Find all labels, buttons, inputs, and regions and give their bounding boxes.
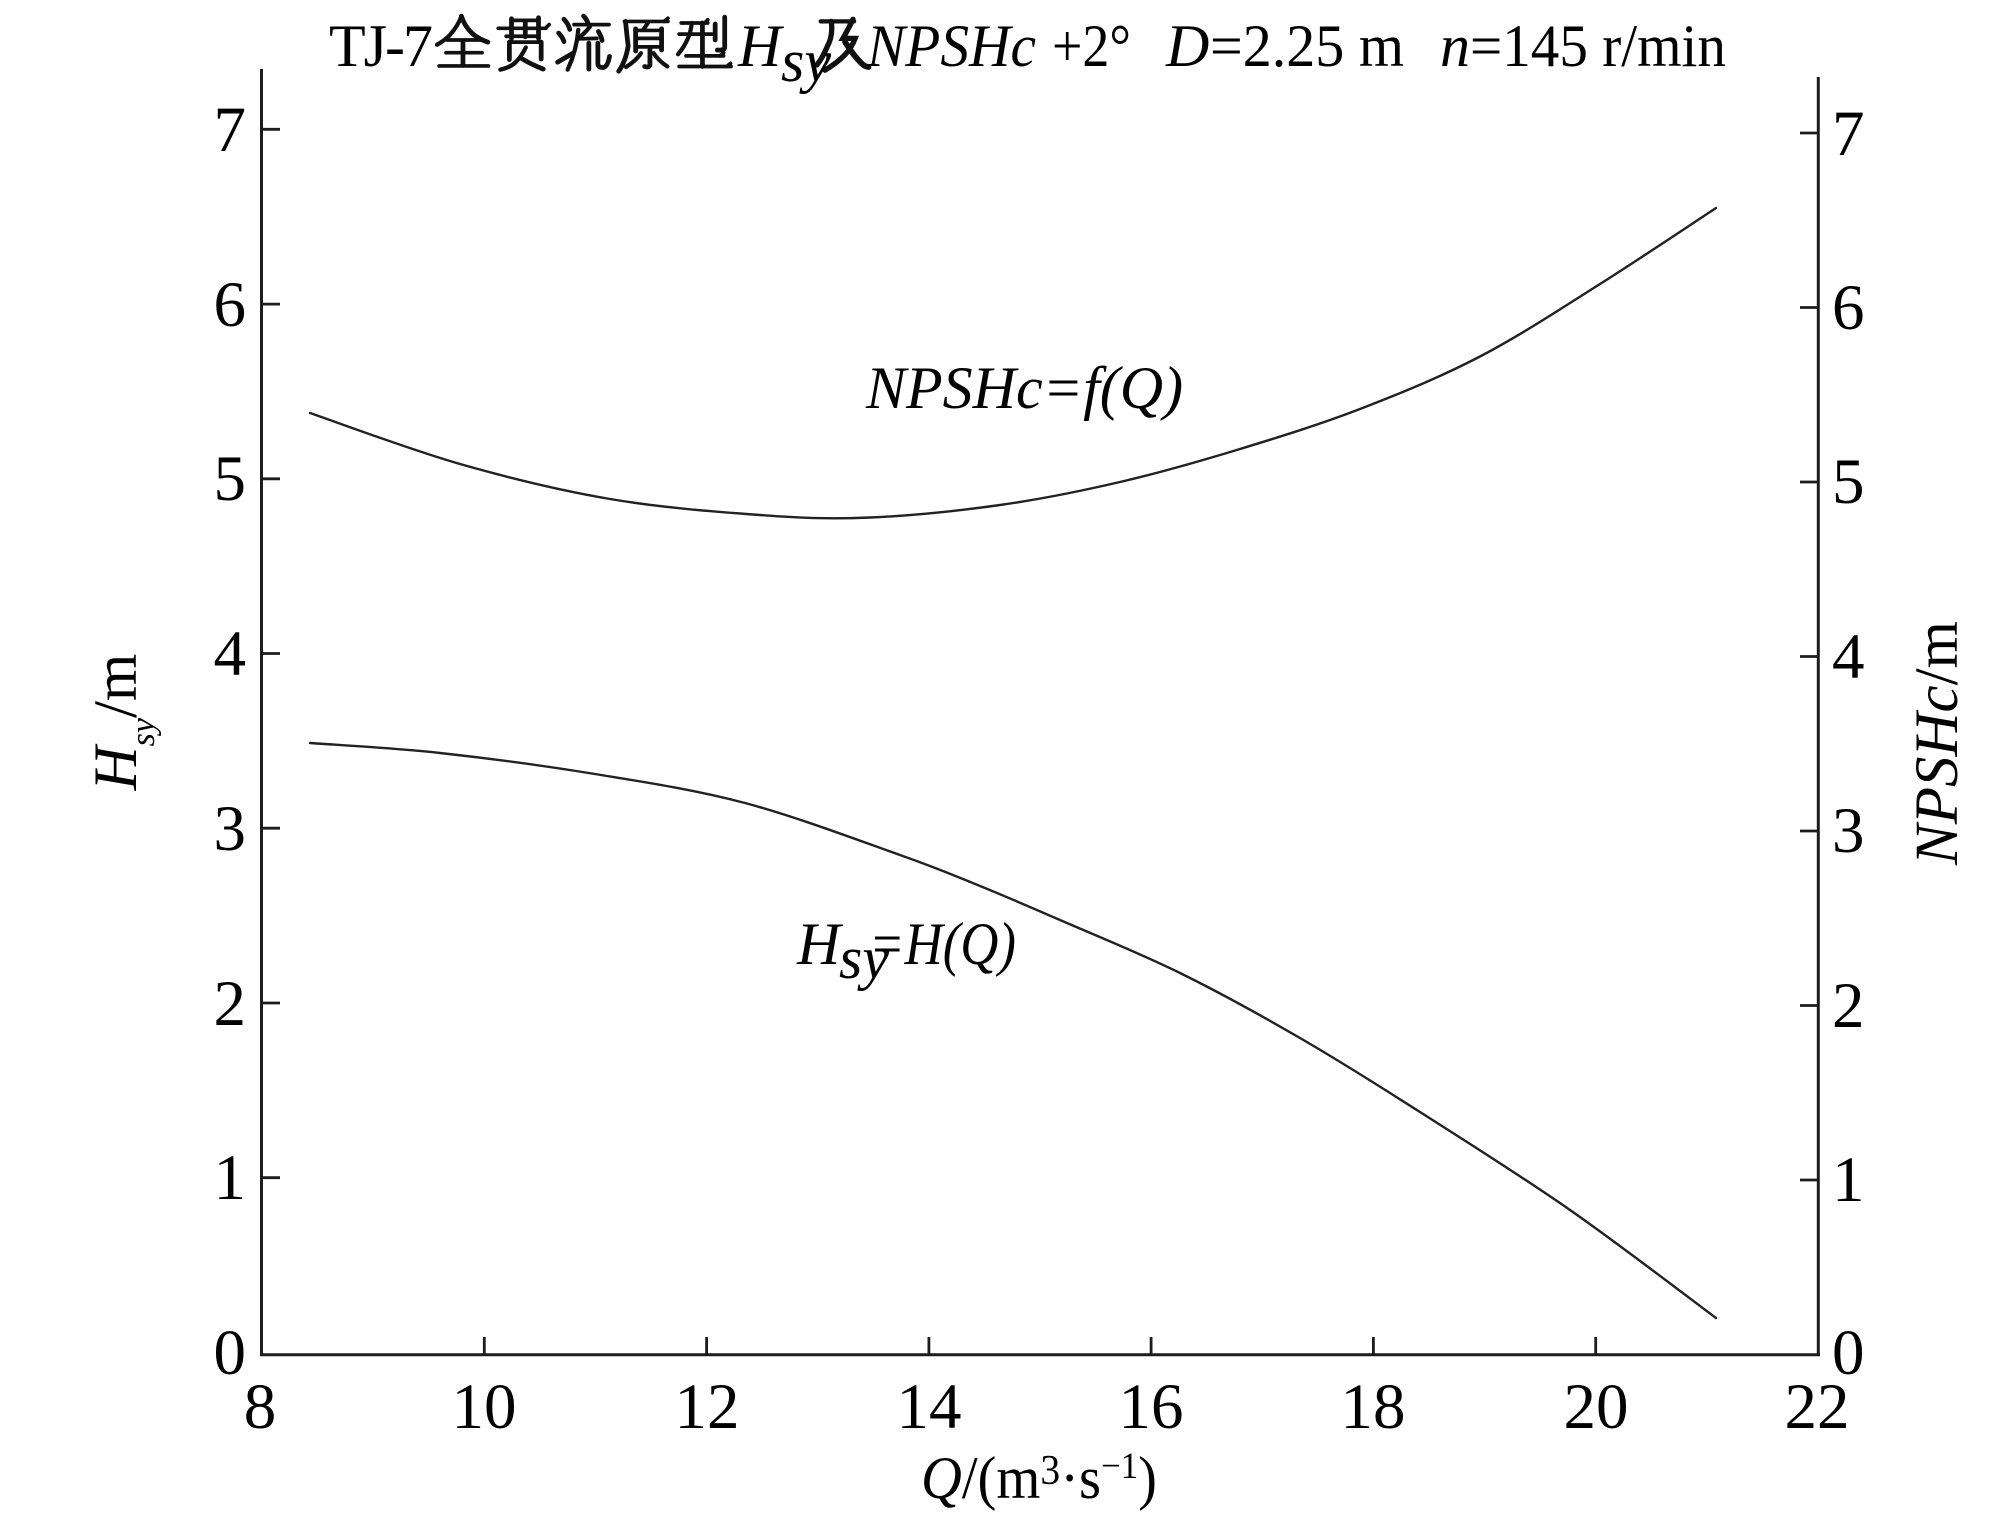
svg-text:2: 2 [1832,970,1865,1042]
svg-text:6: 6 [214,269,247,341]
svg-text:H: H [737,13,785,79]
svg-text:n: n [1440,13,1470,79]
svg-text:4: 4 [1832,621,1865,693]
svg-text:TJ-7: TJ-7 [329,13,433,79]
svg-text:Hsy/m: Hsy/m [83,654,162,792]
svg-text:H: H [796,911,844,977]
svg-text:8: 8 [244,1371,277,1443]
svg-text:1: 1 [1832,1144,1865,1216]
svg-text:7: 7 [214,94,247,166]
svg-text:12: 12 [675,1371,740,1443]
svg-text:3: 3 [214,793,247,865]
svg-text:=145 r/min: =145 r/min [1470,13,1726,79]
svg-text:5: 5 [214,443,247,515]
svg-text:16: 16 [1119,1371,1184,1443]
svg-text:3: 3 [1832,795,1865,867]
svg-text:NPSHc: NPSHc [866,13,1036,79]
svg-text:5: 5 [1832,446,1865,518]
svg-text:=H(Q): =H(Q) [869,911,1016,977]
svg-text:D: D [1165,13,1209,79]
svg-text:0: 0 [214,1317,247,1389]
svg-text:0: 0 [1832,1317,1865,1389]
svg-text:20: 20 [1564,1371,1629,1443]
svg-text:2: 2 [214,968,247,1040]
svg-text:sy: sy [781,28,831,94]
svg-text:=2.25 m: =2.25 m [1210,13,1404,79]
svg-text:22: 22 [1785,1371,1850,1443]
svg-text:NPSHc=f(Q): NPSHc=f(Q) [865,355,1183,421]
svg-text:4: 4 [214,618,247,690]
svg-text:6: 6 [1832,272,1865,344]
svg-text:18: 18 [1341,1371,1406,1443]
svg-text:+2°: +2° [1052,13,1131,79]
svg-text:NPSHc/m: NPSHc/m [1904,621,1971,866]
svg-text:14: 14 [897,1371,962,1443]
svg-text:10: 10 [452,1371,517,1443]
svg-text:7: 7 [1832,98,1865,170]
svg-text:sy: sy [839,925,889,991]
svg-text:1: 1 [214,1142,247,1214]
